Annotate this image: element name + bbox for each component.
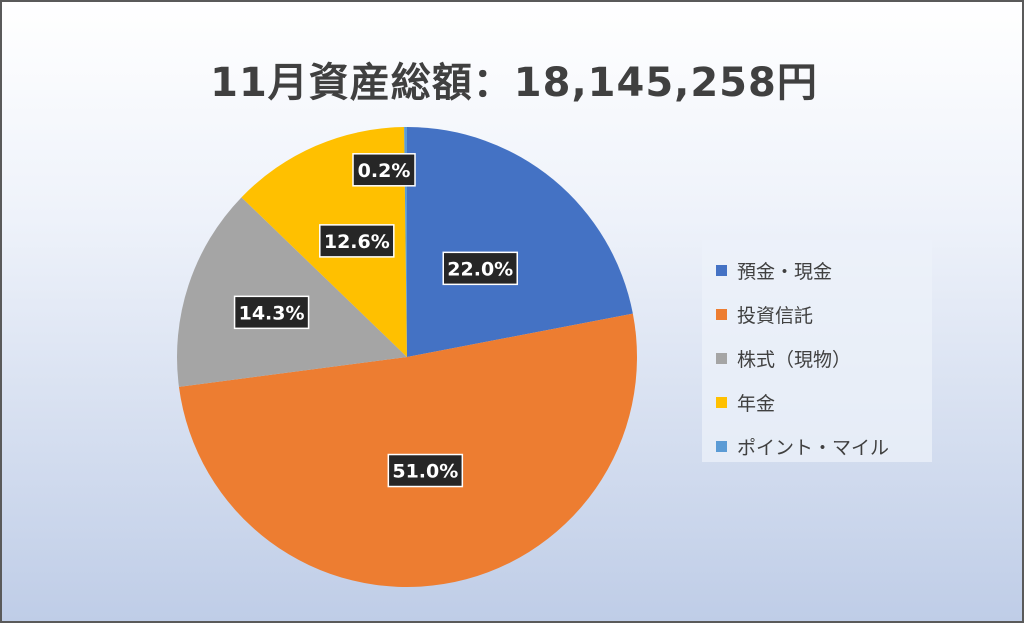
legend-item: 年金 bbox=[716, 380, 932, 424]
pie-slice-2 bbox=[178, 313, 637, 588]
data-label-text: 0.2% bbox=[358, 160, 411, 182]
legend-item: 預金・現金 bbox=[716, 248, 932, 292]
legend: 預金・現金投資信託株式（現物） 年金ポイント・マイル bbox=[702, 240, 932, 462]
data-label-text: 12.6% bbox=[324, 231, 390, 253]
legend-item: ポイント・マイル bbox=[716, 424, 932, 468]
legend-swatch bbox=[716, 396, 727, 408]
legend-item: 株式（現物） bbox=[716, 336, 932, 380]
data-label-box bbox=[387, 453, 464, 488]
data-label-box bbox=[233, 295, 310, 330]
legend-item: 投資信託 bbox=[716, 292, 932, 336]
legend-swatch bbox=[716, 440, 727, 452]
legend-label: ポイント・マイル bbox=[737, 436, 890, 459]
data-label-box bbox=[319, 224, 395, 258]
legend-label: 株式（現物） bbox=[737, 348, 852, 371]
legend-label: 預金・現金 bbox=[737, 260, 833, 283]
data-label-box bbox=[442, 251, 518, 286]
legend-label: 投資信託 bbox=[737, 304, 814, 327]
data-label-5: 0.2% bbox=[352, 153, 416, 187]
pie-slice-1 bbox=[407, 127, 633, 357]
data-label-text: 14.3% bbox=[239, 302, 305, 324]
pie-slice-3 bbox=[176, 197, 407, 387]
data-label-3: 14.3% bbox=[233, 295, 310, 330]
data-label-text: 22.0% bbox=[447, 258, 513, 280]
data-label-1: 22.0% bbox=[442, 251, 518, 286]
data-label-box bbox=[352, 153, 416, 187]
legend-swatch bbox=[716, 264, 727, 276]
legend-swatch bbox=[716, 352, 727, 364]
data-label-text: 51.0% bbox=[392, 461, 458, 483]
data-label-2: 51.0% bbox=[387, 453, 464, 488]
legend-swatch bbox=[716, 308, 727, 320]
legend-label: 年金 bbox=[737, 392, 776, 415]
chart-title: 11月資産総額：18,145,258円 bbox=[210, 60, 818, 106]
data-label-4: 12.6% bbox=[319, 224, 395, 258]
